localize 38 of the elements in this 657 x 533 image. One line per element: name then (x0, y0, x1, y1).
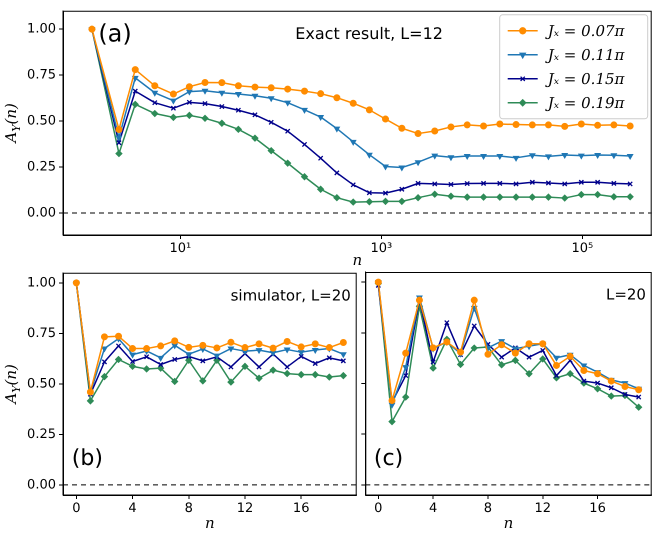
annotation: (b) (72, 446, 103, 471)
y-tick-label: 0.50 (27, 113, 56, 128)
annotation: Exact result, L=12 (295, 24, 443, 43)
y-tick-label: 0.75 (27, 67, 56, 82)
x-tick-label: 16 (589, 501, 606, 516)
x-tick-label: 10¹ (169, 241, 192, 256)
y-tick-label: 0.25 (27, 426, 56, 442)
legend-label: Jₓ = 0.11π (544, 46, 626, 64)
x-tick-label: 12 (534, 501, 552, 516)
y-tick-label: 0.25 (27, 159, 56, 174)
x-tick-label: 12 (236, 501, 254, 516)
legend-label: Jₓ = 0.07π (544, 22, 626, 40)
annotation: simulator, L=20 (230, 286, 351, 304)
x-tick-label: 8 (184, 501, 193, 516)
x-tick-label: 8 (484, 501, 492, 516)
x-tick-label: 0 (72, 501, 80, 516)
annotation: (c) (374, 446, 404, 471)
x-tick-label: 10⁵ (571, 241, 594, 256)
x-tick-label: 16 (292, 501, 310, 516)
y-tick-label: 0.00 (27, 205, 56, 220)
y-tick-label: 0.75 (27, 326, 56, 341)
annotation: (a) (98, 20, 132, 48)
x-axis-title: n (352, 250, 362, 269)
x-tick-label: 10³ (370, 241, 392, 256)
y-tick-label: 0.00 (27, 477, 56, 492)
x-tick-label: 0 (374, 501, 382, 516)
annotation: L=20 (606, 286, 646, 304)
y-tick-label: 0.50 (27, 376, 56, 392)
x-tick-label: 4 (428, 501, 438, 516)
x-axis-title: n (504, 514, 514, 532)
x-axis-title: n (205, 514, 215, 532)
y-axis-title: AY(n) (2, 364, 23, 406)
y-tick-label: 1.00 (27, 22, 56, 37)
legend-label: Jₓ = 0.15π (544, 70, 626, 88)
legend-label: Jₓ = 0.19π (544, 94, 626, 112)
x-tick-label: 4 (128, 501, 137, 516)
y-axis-title: AY(n) (2, 103, 23, 145)
y-tick-label: 1.00 (27, 275, 56, 290)
